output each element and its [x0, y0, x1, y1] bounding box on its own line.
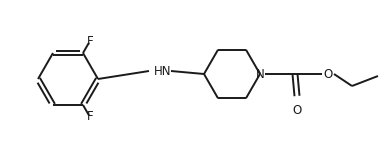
Text: O: O [292, 104, 301, 117]
Text: HN: HN [154, 65, 172, 77]
Text: F: F [87, 35, 93, 48]
Text: F: F [87, 110, 93, 123]
Text: N: N [256, 67, 264, 81]
Text: O: O [324, 67, 332, 81]
